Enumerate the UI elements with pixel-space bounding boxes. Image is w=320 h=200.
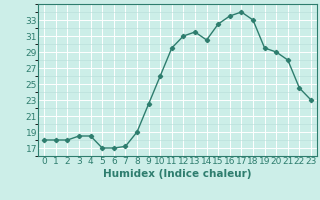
X-axis label: Humidex (Indice chaleur): Humidex (Indice chaleur) <box>103 169 252 179</box>
